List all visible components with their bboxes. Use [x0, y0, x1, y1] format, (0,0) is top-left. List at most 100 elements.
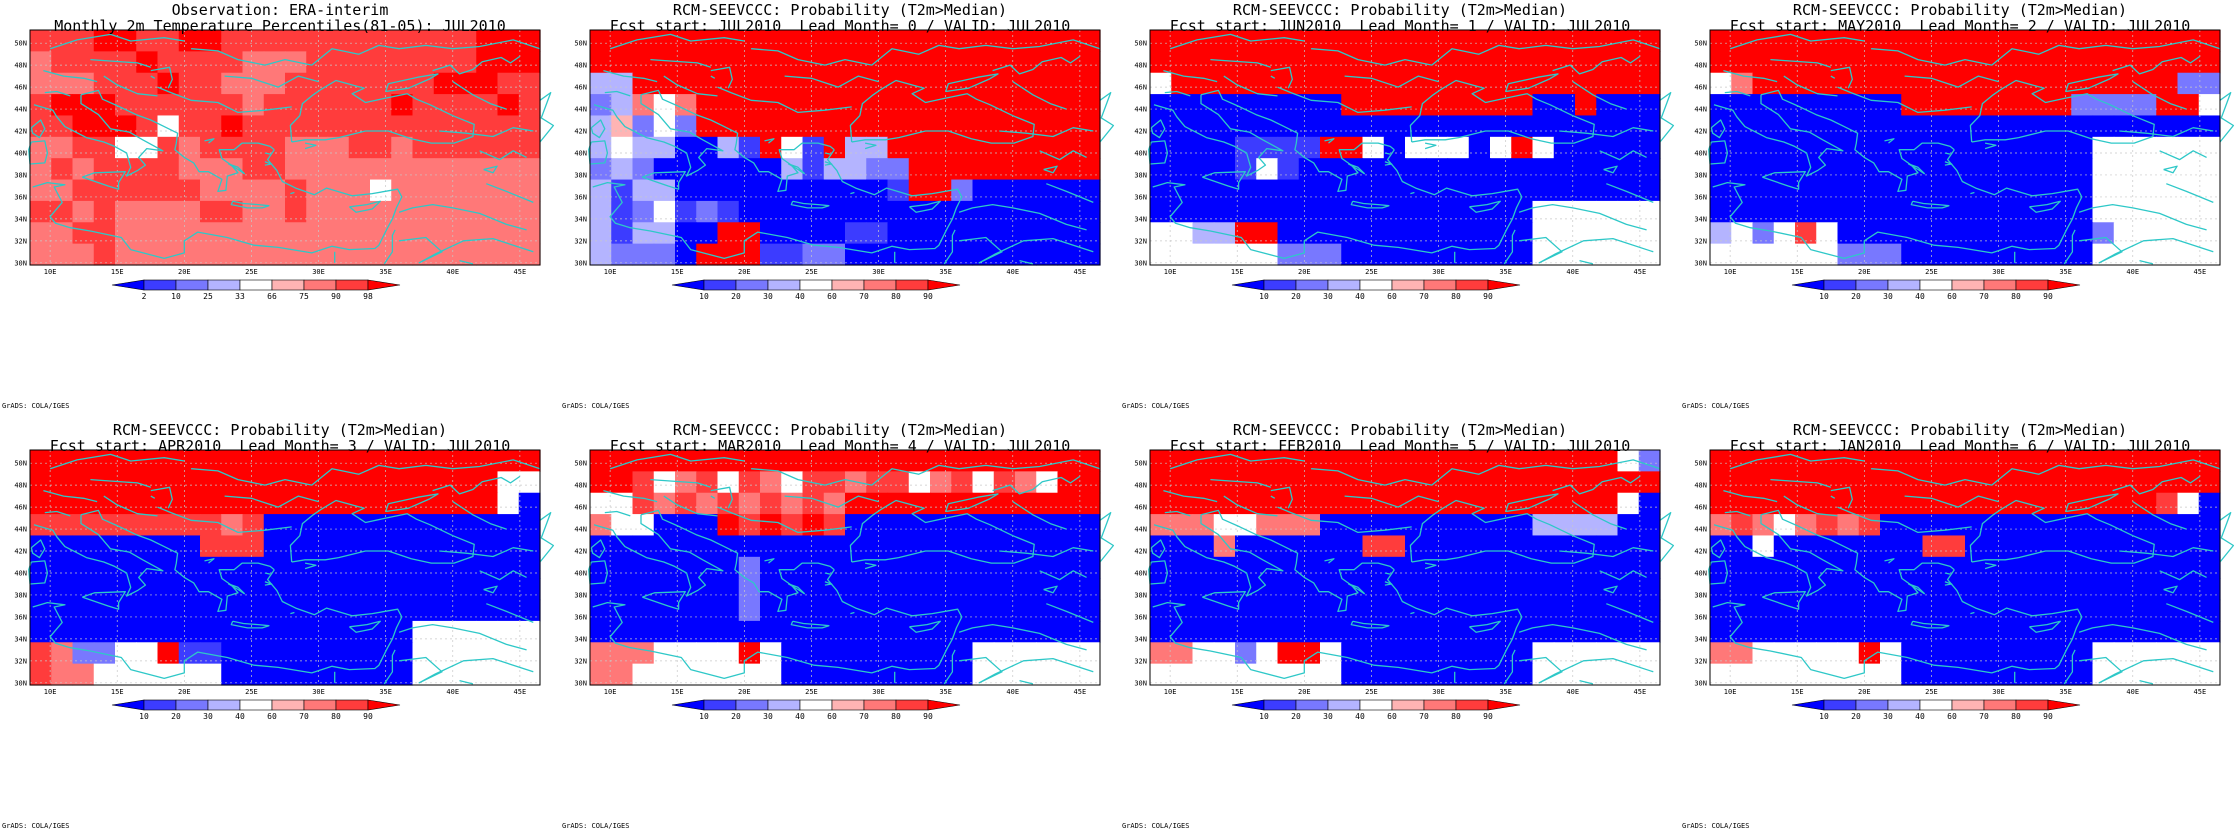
grid-cell — [1057, 243, 1080, 266]
grid-cell — [1922, 450, 1945, 472]
coastline — [539, 511, 555, 563]
grid-cell — [263, 663, 286, 686]
grid-cell — [1795, 514, 1817, 537]
grid-cell — [1426, 158, 1449, 181]
grid-cell — [200, 136, 222, 159]
grid-cell — [1256, 222, 1279, 245]
grid-cell — [1880, 535, 1902, 558]
colorbar-segment — [1951, 279, 1985, 291]
grid-cell — [611, 222, 634, 245]
grid-cell — [823, 535, 846, 558]
grid-cell — [263, 620, 286, 643]
grid-cell — [1015, 179, 1037, 202]
coastline — [642, 591, 686, 610]
coastline — [1837, 506, 1972, 534]
grid-cell — [263, 136, 286, 159]
grid-cell — [1015, 94, 1037, 117]
grid-cell — [1943, 30, 1966, 52]
grid-cell — [306, 222, 329, 245]
grid-cell — [115, 599, 137, 622]
lon-tick-label: 25E — [1925, 268, 1938, 276]
grid-cell — [1638, 514, 1661, 537]
lat-tick-label: 40N — [1694, 569, 1707, 577]
grid-cell — [1256, 492, 1279, 515]
grid-cell — [611, 200, 634, 223]
grid-cell — [72, 535, 95, 558]
coastline — [710, 486, 733, 509]
grid-cell — [221, 556, 244, 579]
grid-cell — [93, 30, 116, 52]
grid-cell — [1880, 94, 1902, 117]
grid-cell — [653, 620, 676, 643]
grid-cell — [1710, 243, 1732, 266]
grid-cell — [590, 514, 612, 537]
grid-cell — [221, 535, 244, 558]
grid-cell — [30, 222, 52, 245]
grid-cell — [242, 115, 265, 138]
grid-cell — [263, 179, 286, 202]
lat-tick-label: 34N — [14, 635, 27, 643]
grid-cell — [1277, 243, 1300, 266]
grid-cell — [1943, 514, 1966, 537]
grid-cell — [2177, 222, 2200, 245]
lon-tick-label: 40E — [446, 268, 459, 276]
lon-tick-label: 45E — [1074, 688, 1087, 696]
colorbar-segment — [1391, 699, 1425, 711]
grid-cell — [1192, 471, 1215, 494]
coastline — [850, 191, 855, 195]
grid-cell — [1057, 492, 1080, 515]
grid-cell — [887, 620, 910, 643]
panel-lead-3: 10E 15E 20E 25E 30E 35E 40E 45E 50N 48N 46N 44N 42N 4… — [0, 420, 560, 840]
grid-cell — [2028, 535, 2051, 558]
grid-cell — [653, 200, 676, 223]
grid-cell — [1596, 620, 1619, 643]
grid-cell — [1710, 599, 1732, 622]
coastline — [150, 75, 156, 79]
grid-cell — [1468, 642, 1491, 665]
grid-cell — [1553, 94, 1576, 117]
coastline — [1837, 86, 1972, 114]
grid-cell — [2028, 514, 2051, 537]
grid-cell — [738, 222, 761, 245]
colorbar-segment — [703, 699, 737, 711]
lon-tick-label: 40E — [2126, 268, 2139, 276]
grid-cell — [2156, 620, 2179, 643]
coastline — [157, 86, 292, 114]
grid-cell — [1235, 450, 1257, 472]
grid-cell — [1901, 535, 1924, 558]
grid-cell — [1213, 222, 1236, 245]
grid-cell — [1171, 222, 1194, 245]
grid-cell — [200, 556, 222, 579]
grid-cell — [845, 514, 867, 537]
grid-cell — [2177, 158, 2200, 181]
grid-cell — [1731, 94, 1754, 117]
lat-tick-label: 32N — [574, 237, 587, 245]
grid-cell — [2050, 556, 2072, 579]
grid-cell — [908, 663, 931, 686]
grid-cell — [1922, 556, 1945, 579]
grid-cell — [2156, 136, 2179, 159]
grid-cell — [2135, 599, 2157, 622]
grid-cell — [1447, 115, 1470, 138]
map-figure: 10E 15E 20E 25E 30E 35E 40E 45E50N48N46N44N42N4… — [14, 29, 555, 301]
grid-cell — [2156, 243, 2179, 266]
grid-cell — [1036, 72, 1059, 95]
grid-cell — [263, 243, 286, 266]
grid-cell — [93, 115, 116, 138]
grid-cell — [1710, 200, 1732, 223]
grid-cell — [263, 200, 286, 223]
grid-cell — [51, 222, 74, 245]
coastline — [1164, 510, 1191, 517]
grid-cell — [1320, 222, 1342, 245]
grid-cell — [1731, 514, 1754, 537]
lat-tick-label: 30N — [1694, 259, 1707, 267]
lat-tick-label: 42N — [574, 128, 587, 136]
grid-cell — [1752, 471, 1775, 494]
grid-cell — [1752, 179, 1775, 202]
grid-cell — [2071, 556, 2094, 579]
grid-cell — [200, 492, 222, 515]
coastline — [2078, 203, 2207, 231]
lat-tick-label: 38N — [574, 171, 587, 179]
grid-cell — [1511, 535, 1534, 558]
grid-cell — [1235, 72, 1257, 95]
